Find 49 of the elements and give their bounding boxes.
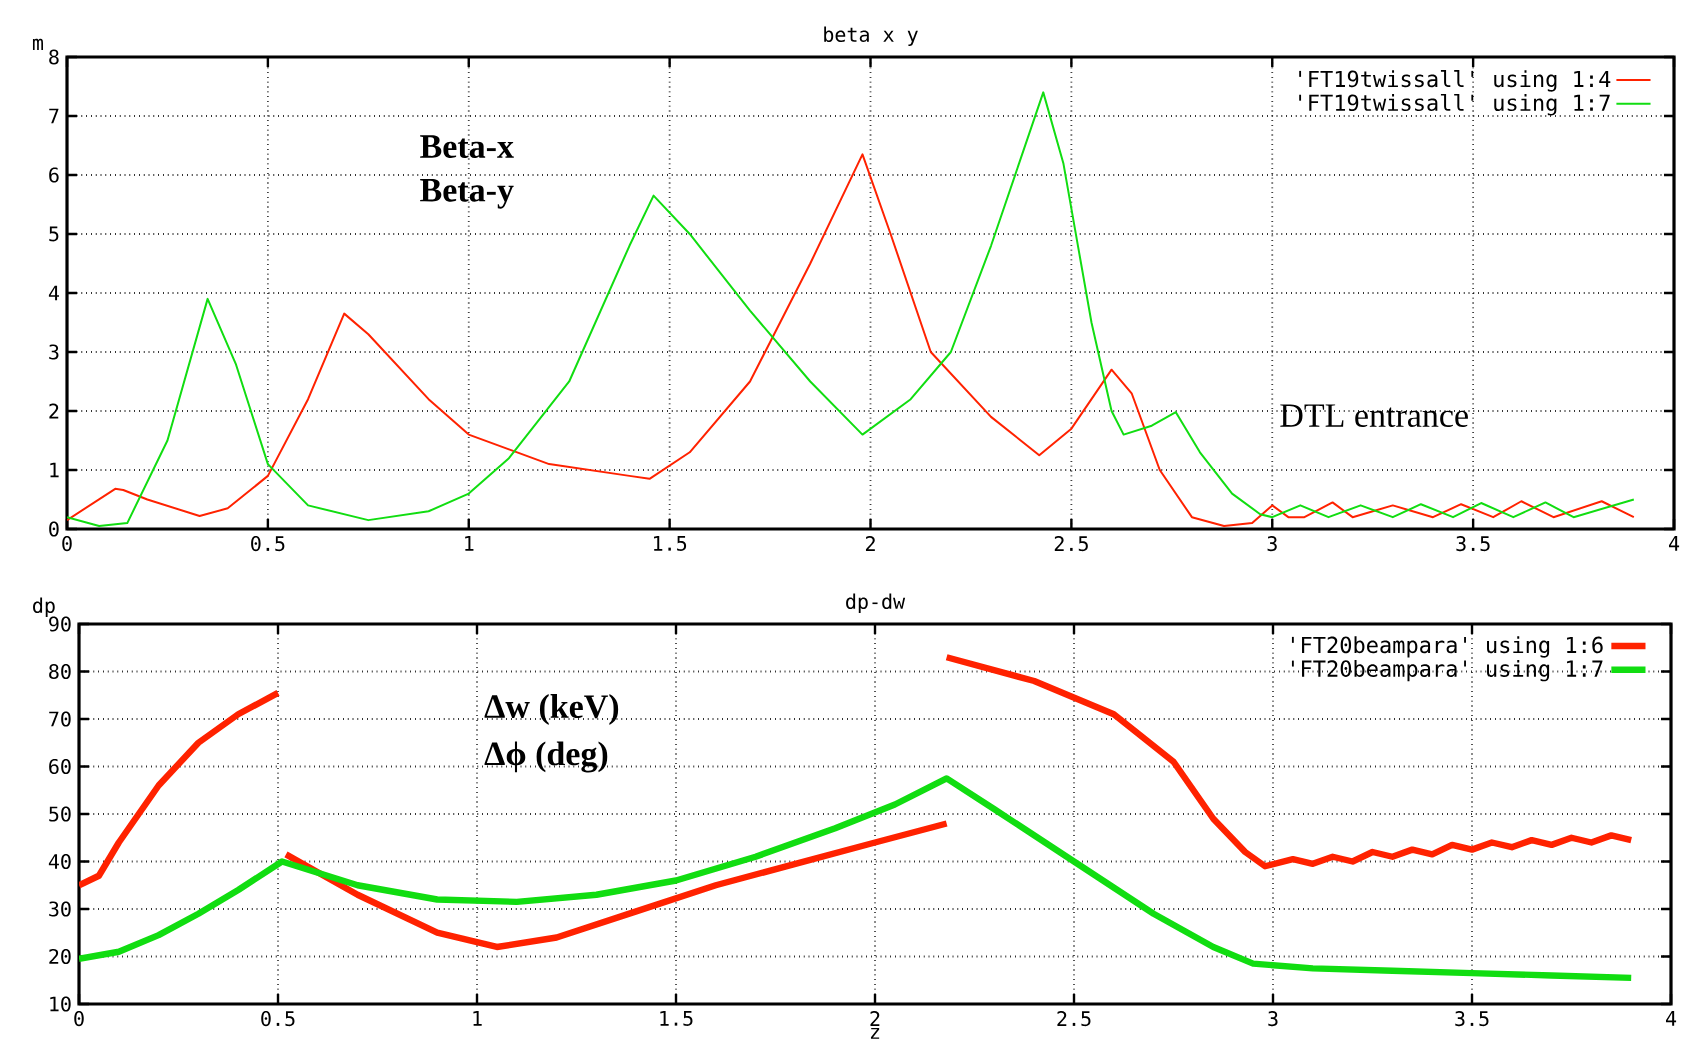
y-tick-label: 50 xyxy=(49,806,71,822)
annotation: Δϕ (deg) xyxy=(484,741,608,773)
y-tick-label: 0 xyxy=(49,521,59,537)
y-tick-label: 20 xyxy=(49,948,71,965)
x-tick-label: 0.5 xyxy=(251,536,285,552)
y-tick-label: 80 xyxy=(49,663,71,680)
x-tick-label: 2 xyxy=(870,1011,880,1026)
y-tick-label: 2 xyxy=(49,403,59,419)
annotation: DTL entrance xyxy=(1280,404,1468,428)
y-tick-label: 30 xyxy=(49,901,71,917)
chart-title: dp-dw xyxy=(846,593,906,613)
y-tick-label: 7 xyxy=(49,108,59,124)
x-tick-label: 1.5 xyxy=(660,1011,693,1026)
x-tick-label: 4 xyxy=(1669,536,1680,551)
y-tick-label: 6 xyxy=(49,167,59,183)
y-tick-label: 70 xyxy=(49,711,71,727)
x-tick-label: 3.5 xyxy=(1456,536,1490,552)
y-tick-label: 5 xyxy=(49,226,59,242)
x-tick-label: 2 xyxy=(865,536,875,551)
y-axis-title: m xyxy=(32,38,44,50)
x-tick-label: 2.5 xyxy=(1057,1011,1091,1027)
x-tick-label: 0.5 xyxy=(261,1011,295,1027)
x-tick-label: 4 xyxy=(1665,1011,1677,1026)
x-axis-title: z xyxy=(870,1027,880,1039)
x-tick-label: 3.5 xyxy=(1455,1011,1489,1027)
x-tick-label: 1.5 xyxy=(653,536,687,551)
annotation: Δw (keV) xyxy=(484,694,619,725)
y-axis-title: dp xyxy=(33,597,55,617)
x-tick-label: 1 xyxy=(465,536,474,551)
legend-label: 'FT20beampara' using 1:6 xyxy=(1291,636,1603,658)
annotation: Beta-x xyxy=(420,135,514,158)
chart-title: beta x y xyxy=(824,26,918,46)
x-tick-label: 1 xyxy=(473,1011,482,1026)
x-tick-label: 2.5 xyxy=(1054,536,1088,552)
y-tick-label: 90 xyxy=(49,616,71,632)
x-tick-label: 3 xyxy=(1267,536,1277,552)
y-tick-label: 3 xyxy=(49,344,59,360)
y-tick-label: 4 xyxy=(48,285,60,301)
y-tick-label: 10 xyxy=(50,996,71,1012)
y-tick-label: 8 xyxy=(49,49,59,65)
legend-label: 'FT19twissall' using 1:7 xyxy=(1299,93,1610,116)
legend-label: 'FT19twissall' using 1:4 xyxy=(1299,70,1611,92)
legend-label: 'FT20beampara' using 1:7 xyxy=(1291,659,1603,682)
x-tick-label: 3 xyxy=(1268,1011,1278,1027)
y-tick-label: 1 xyxy=(50,462,59,478)
y-tick-label: 60 xyxy=(49,758,71,775)
x-tick-label: 0 xyxy=(74,1011,84,1027)
annotation: Beta-y xyxy=(420,179,514,209)
y-tick-label: 40 xyxy=(48,853,71,870)
